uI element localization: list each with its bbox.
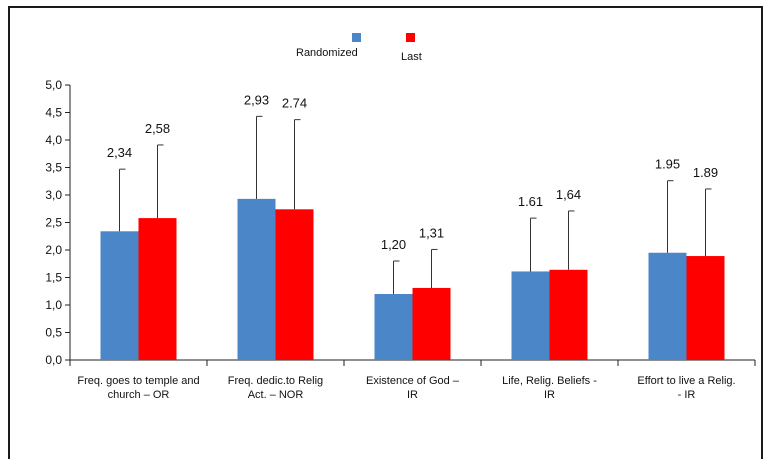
bar: [412, 287, 451, 360]
bar: [237, 198, 276, 360]
data-label: 1,20: [381, 237, 406, 252]
y-tick-label: 1,0: [45, 298, 62, 312]
bar: [648, 252, 687, 360]
data-label: 2,58: [145, 121, 170, 136]
bar: [374, 294, 413, 360]
data-label: 1,64: [556, 187, 581, 202]
y-tick-label: 3,0: [45, 188, 62, 202]
y-tick-label: 5,0: [45, 78, 62, 92]
bar: [100, 231, 139, 360]
data-label: 2,34: [107, 145, 132, 160]
category-label: Existence of God – IR: [366, 375, 460, 401]
y-tick-label: 0,0: [45, 353, 62, 367]
data-label: 1.61: [518, 194, 543, 209]
category-label: Freq. goes to temple and church – OR: [77, 375, 199, 401]
chart-frame: [8, 6, 763, 459]
category-label: Life, Relig. Beliefs -IR: [502, 375, 597, 401]
y-tick-label: 4,5: [45, 106, 62, 120]
legend-swatch: [352, 33, 361, 42]
y-tick-label: 3,5: [45, 161, 62, 175]
category-label: Effort to live a Relig. - IR: [637, 375, 735, 401]
bar: [549, 269, 588, 360]
y-tick-label: 2,0: [45, 243, 62, 257]
bar: [511, 271, 550, 360]
category-label: Freq. dedic.to Relig Act. – NOR: [228, 375, 323, 401]
y-tick-label: 1,5: [45, 271, 62, 285]
bar: [686, 256, 725, 360]
data-label: 1.89: [693, 165, 718, 180]
legend-label: Randomized: [296, 47, 358, 59]
data-label: 2.74: [282, 96, 307, 111]
legend-swatch: [406, 33, 415, 42]
bar: [138, 218, 177, 360]
bar: [275, 209, 314, 360]
data-label: 1.95: [655, 157, 680, 172]
data-label: 2,93: [244, 92, 269, 107]
y-tick-label: 0,5: [45, 326, 62, 340]
y-tick-label: 4,0: [45, 133, 62, 147]
legend-label: Last: [401, 51, 422, 63]
y-tick-label: 2,5: [45, 216, 62, 230]
data-label: 1,31: [419, 225, 444, 240]
